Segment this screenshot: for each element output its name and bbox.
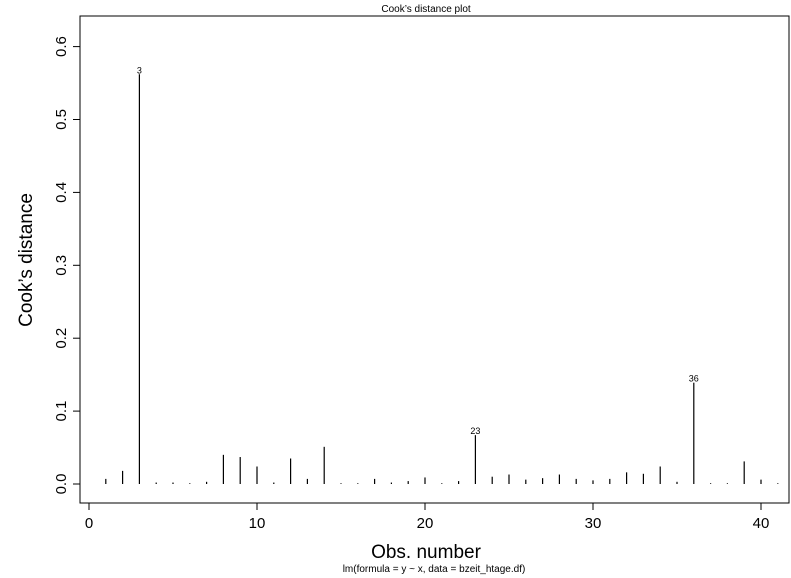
y-tick-label: 0.6 [53, 36, 70, 57]
y-axis: 0.0 0.1 0.2 0.3 0.4 0.5 0.6 [53, 36, 81, 495]
y-axis-title: Cook’s distance [16, 193, 37, 327]
chart-title: Cook’s distance plot [381, 4, 471, 15]
bars-group [105, 74, 779, 484]
plot-frame [79, 15, 790, 504]
point-label-3: 3 [137, 65, 142, 75]
y-tick-label: 0.1 [53, 401, 70, 422]
x-tick-label: 40 [753, 515, 770, 532]
y-tick-label: 0.0 [53, 474, 70, 495]
point-label-23: 23 [470, 426, 480, 436]
chart-subtitle: lm(formula = y ~ x, data = bzeit_htage.d… [343, 564, 526, 575]
x-tick-label: 30 [585, 515, 602, 532]
x-tick-label: 10 [249, 515, 266, 532]
y-tick-label: 0.2 [53, 328, 70, 349]
y-tick-label: 0.4 [53, 182, 70, 203]
y-tick-label: 0.5 [53, 109, 70, 130]
point-labels-group: 3 23 36 [137, 65, 699, 436]
x-tick-label: 20 [417, 515, 434, 532]
point-label-36: 36 [689, 374, 699, 384]
y-tick-label: 0.3 [53, 255, 70, 276]
x-axis: 0 10 20 30 40 [85, 502, 770, 532]
x-tick-label: 0 [85, 515, 93, 532]
x-axis-title: Obs. number [371, 542, 481, 563]
